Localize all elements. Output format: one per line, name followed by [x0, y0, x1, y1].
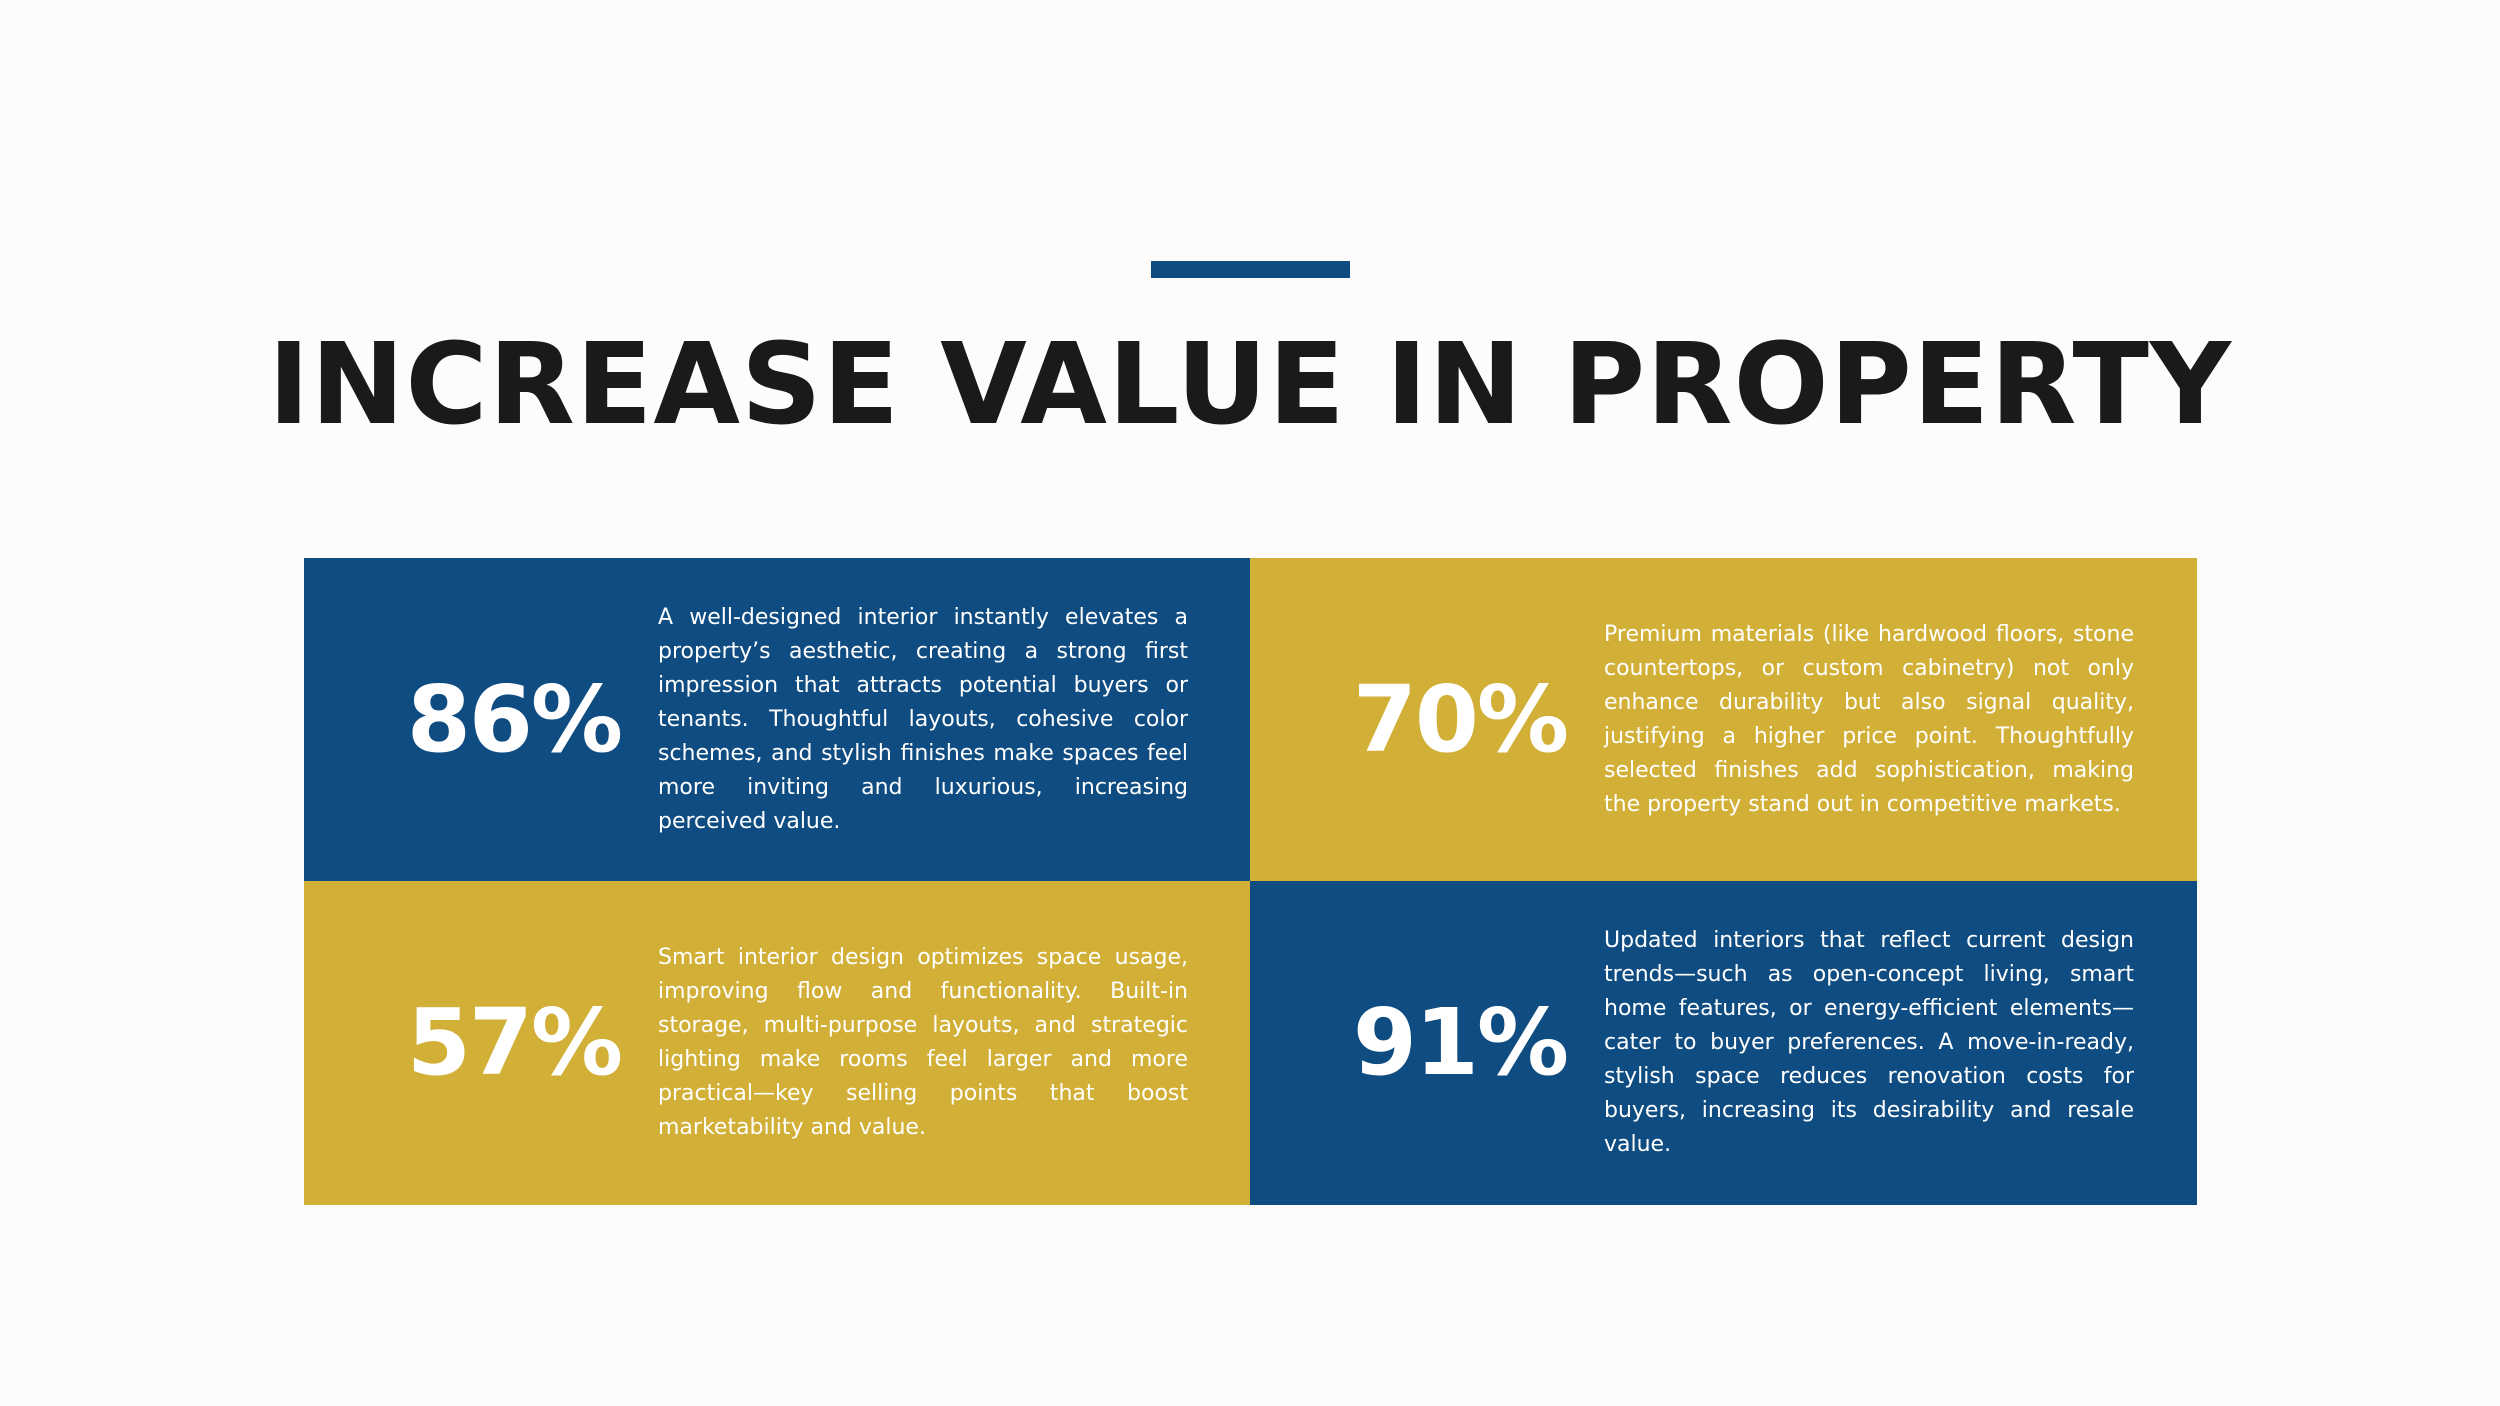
stat-value: 57%	[406, 989, 623, 1096]
stat-description: Smart interior design optimizes space us…	[658, 945, 1188, 1140]
stat-card-2: 70% Premium materials (like hardwood flo…	[1250, 558, 2197, 881]
stat-description: Premium materials (like hardwood floors,…	[1604, 621, 2134, 817]
stat-value: 91%	[1352, 989, 1569, 1096]
stat-value: 86%	[406, 665, 623, 773]
stat-description: A well-designed interior instantly eleva…	[658, 604, 1188, 834]
stat-card-4: 91% Updated interiors that reflect curre…	[1250, 881, 2197, 1205]
stat-card-3: 57% Smart interior design optimizes spac…	[304, 881, 1250, 1205]
stat-card-1: 86% A well-designed interior instantly e…	[304, 558, 1250, 881]
stats-grid: 86% A well-designed interior instantly e…	[304, 558, 2197, 1205]
title-accent-bar	[1151, 261, 1350, 278]
stat-value: 70%	[1352, 665, 1569, 773]
stat-description: Updated interiors that reflect current d…	[1604, 928, 2134, 1157]
page-title: INCREASE VALUE IN PROPERTY	[267, 320, 2232, 450]
